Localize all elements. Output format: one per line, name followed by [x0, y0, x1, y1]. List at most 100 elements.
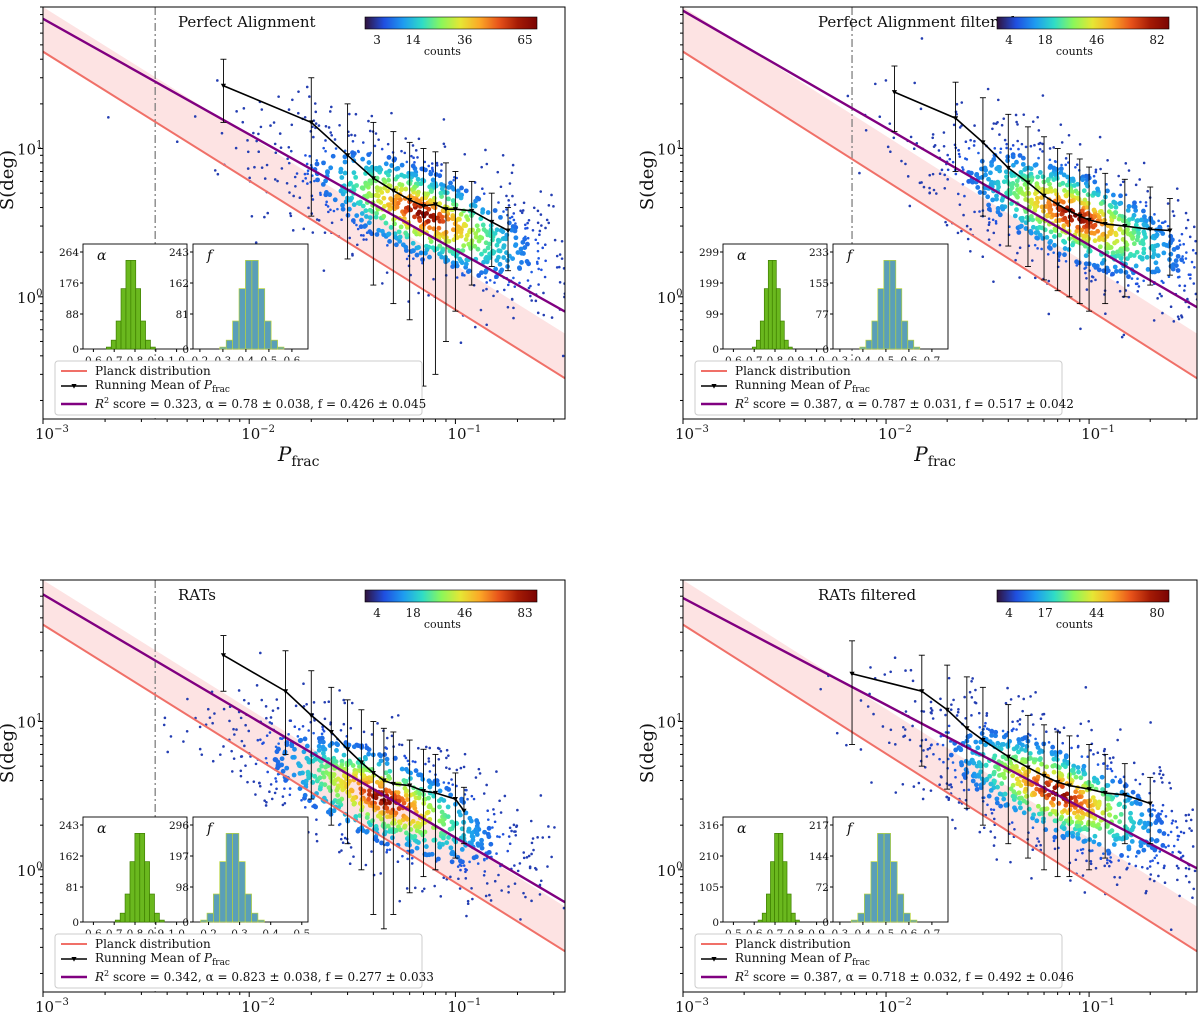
scatter-point [846, 94, 850, 98]
scatter-point [989, 209, 992, 213]
running-mean-marker [919, 689, 925, 694]
scatter-point [1117, 226, 1123, 232]
scatter-point [498, 835, 501, 839]
x-axis-label: Pfrac [277, 442, 320, 470]
scatter-point [374, 779, 380, 785]
scatter-point [505, 264, 510, 269]
scatter-point [618, 284, 621, 287]
scatter-point [1185, 819, 1188, 823]
scatter-point [999, 197, 1005, 203]
scatter-point [395, 165, 401, 171]
scatter-point [1014, 113, 1018, 117]
scatter-point [406, 180, 411, 186]
scatter-point [437, 788, 443, 794]
scatter-point [423, 195, 429, 201]
scatter-point [360, 156, 366, 162]
scatter-point [446, 185, 452, 190]
scatter-point [315, 218, 319, 221]
scatter-point [431, 793, 437, 799]
scatter-point [1181, 255, 1184, 258]
scatter-point [570, 279, 573, 282]
scatter-point [264, 804, 268, 807]
scatter-point [353, 134, 357, 137]
scatter-point [327, 700, 331, 704]
y-axis-label: S(deg) [0, 150, 18, 210]
scatter-point [1018, 805, 1023, 811]
scatter-point [266, 770, 269, 774]
scatter-point [396, 714, 400, 717]
scatter-point [315, 159, 319, 162]
scatter-point [1158, 772, 1161, 776]
scatter-point [1102, 217, 1107, 223]
scatter-point [473, 325, 477, 329]
scatter-point [1120, 237, 1126, 242]
scatter-point [1157, 219, 1160, 223]
scatter-point [486, 834, 492, 840]
scatter-point [289, 149, 293, 153]
scatter-point [1076, 744, 1080, 748]
scatter-point [1132, 200, 1137, 206]
scatter-point [835, 731, 839, 735]
scatter-point [1194, 252, 1197, 255]
scatter-point [284, 765, 290, 771]
scatter-point [297, 738, 303, 744]
scatter-point [283, 787, 286, 790]
scatter-point [1037, 156, 1040, 160]
scatter-point [429, 182, 435, 187]
hist-alpha-bar [140, 320, 146, 350]
scatter-point [951, 761, 955, 764]
scatter-point [1112, 200, 1118, 206]
scatter-point [1053, 847, 1057, 851]
scatter-point [969, 227, 972, 231]
scatter-point [1169, 305, 1173, 309]
scatter-point [530, 852, 533, 856]
hist-alpha-y-tick-label: 99 [706, 309, 719, 321]
scatter-point [1078, 143, 1082, 146]
scatter-point [1061, 172, 1067, 178]
scatter-point [530, 270, 533, 274]
scatter-point [1112, 264, 1118, 270]
scatter-point [175, 140, 179, 143]
legend-box [54, 360, 423, 416]
scatter-point [450, 227, 456, 233]
scatter-point [1111, 842, 1117, 847]
scatter-point [255, 684, 259, 687]
scatter-point [260, 166, 264, 169]
scatter-point [1191, 808, 1194, 812]
hist-alpha-y-tick-label: 176 [59, 278, 79, 290]
x-tick-label: 10−1 [1081, 424, 1115, 443]
scatter-point [346, 793, 352, 799]
scatter-point [1192, 225, 1196, 229]
scatter-point [913, 700, 917, 703]
scatter-point [1040, 174, 1046, 180]
scatter-point [399, 162, 405, 168]
scatter-point [374, 826, 380, 832]
scatter-point [319, 781, 324, 787]
scatter-point [246, 139, 249, 142]
scatter-point [254, 762, 258, 766]
scatter-point [472, 243, 478, 249]
scatter-point [406, 759, 410, 763]
scatter-point [1138, 818, 1143, 824]
scatter-point [346, 206, 352, 212]
hist-alpha-y-tick-label: 210 [699, 851, 719, 863]
running-mean-marker [344, 153, 351, 158]
scatter-point [413, 768, 419, 774]
scatter-point [312, 773, 318, 779]
scatter-point [1086, 803, 1091, 809]
scatter-point [992, 808, 996, 812]
colorbar [364, 16, 538, 30]
scatter-point [1096, 802, 1102, 808]
running-mean-marker [370, 176, 376, 181]
panel-title: Perfect Alignment filtered [818, 13, 1016, 31]
scatter-point [1151, 804, 1155, 807]
scatter-point [1079, 810, 1085, 816]
scatter-point [1184, 211, 1188, 215]
scatter-point [562, 267, 565, 270]
scatter-point [479, 841, 485, 847]
scatter-point [869, 666, 872, 669]
scatter-point [507, 204, 511, 207]
scatter-point [1089, 862, 1093, 866]
